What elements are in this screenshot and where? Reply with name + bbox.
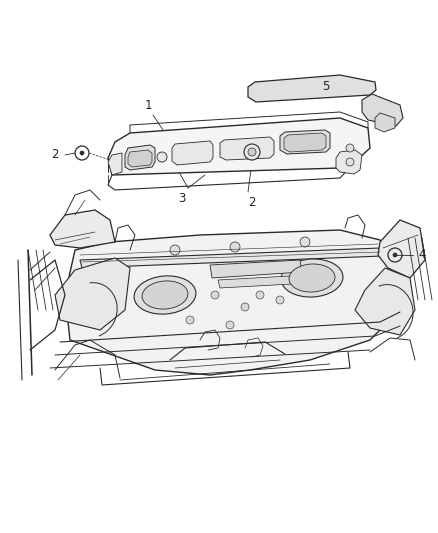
Circle shape [256,291,264,299]
Polygon shape [172,141,213,165]
Circle shape [393,253,397,257]
Circle shape [170,245,180,255]
Polygon shape [50,210,115,248]
Ellipse shape [134,276,196,314]
Polygon shape [125,145,155,170]
Polygon shape [280,130,330,154]
Polygon shape [220,137,274,160]
Polygon shape [375,113,395,132]
Circle shape [241,303,249,311]
Text: 2: 2 [248,196,256,209]
Circle shape [346,158,354,166]
Polygon shape [65,230,405,375]
Polygon shape [128,150,152,167]
Polygon shape [248,75,376,102]
Ellipse shape [289,264,335,292]
Text: 1: 1 [144,99,152,112]
Circle shape [244,144,260,160]
Polygon shape [210,260,302,278]
Circle shape [186,316,194,324]
Polygon shape [378,220,425,278]
Circle shape [226,321,234,329]
Ellipse shape [142,281,188,309]
Polygon shape [218,276,292,288]
Text: 2: 2 [51,149,59,161]
Ellipse shape [281,259,343,297]
Polygon shape [108,153,122,175]
Circle shape [300,237,310,247]
Polygon shape [362,94,403,126]
Text: 5: 5 [322,79,329,93]
Circle shape [80,151,84,155]
Polygon shape [336,150,362,174]
Text: 3: 3 [178,192,186,205]
Circle shape [248,148,256,156]
Circle shape [276,296,284,304]
Circle shape [211,291,219,299]
Polygon shape [55,258,130,330]
Polygon shape [80,248,382,268]
Polygon shape [108,118,370,175]
Circle shape [230,242,240,252]
Polygon shape [355,268,415,335]
Text: 4: 4 [418,248,425,262]
Polygon shape [284,133,326,152]
Circle shape [157,152,167,162]
Circle shape [346,144,354,152]
